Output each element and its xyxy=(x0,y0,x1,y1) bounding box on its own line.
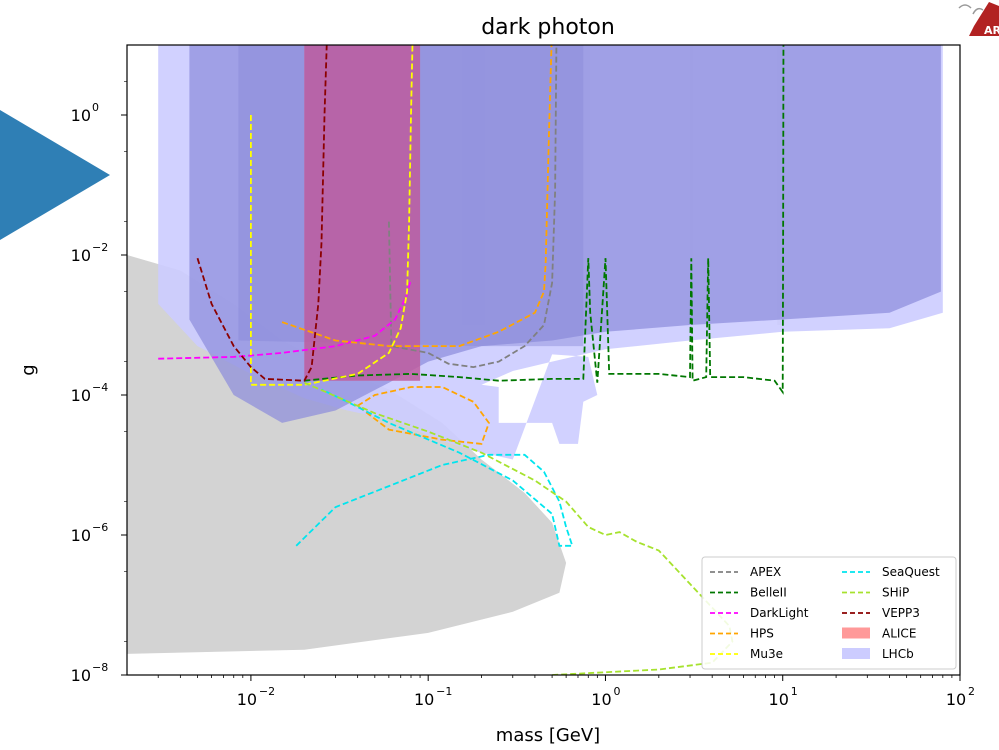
legend-swatch-alice xyxy=(842,627,870,639)
y-tick-label: 10 xyxy=(71,666,91,685)
legend-label-seaquest: SeaQuest xyxy=(882,565,940,579)
y-tick-label: 10 xyxy=(71,526,91,545)
legend-label-belleii: BelleII xyxy=(750,586,787,600)
legend-label-lhcb: LHCb xyxy=(882,647,914,661)
legend-label-apex: APEX xyxy=(750,565,781,579)
plot-frame xyxy=(126,44,961,676)
x-tick-exponent: 0 xyxy=(613,685,620,698)
x-tick-exponent: 2 xyxy=(968,685,975,698)
x-tick-label: 10 xyxy=(946,690,966,709)
logo-text: ARK xyxy=(984,24,999,37)
chart-title: dark photon xyxy=(481,15,615,40)
curve-mu3e xyxy=(250,45,414,386)
legend-label-hps: HPS xyxy=(750,627,774,641)
x-axis-ticks: 10 −2 10 −1 10 0 10 1 10 2 xyxy=(157,675,975,709)
legend-label-alice: ALICE xyxy=(882,627,916,641)
curve-vepp3 xyxy=(196,45,328,382)
legend-label-ship: SHiP xyxy=(882,586,909,600)
legend-box xyxy=(701,556,957,670)
legend-label-darklight: DarkLight xyxy=(750,606,809,620)
x-tick-label: 10 xyxy=(237,690,257,709)
left-triangle-decoration xyxy=(0,110,110,240)
alice-region-overlay xyxy=(304,45,421,381)
curve-apex xyxy=(388,45,558,369)
y-tick-exponent: −4 xyxy=(92,381,108,394)
curve-belleii xyxy=(304,45,785,395)
y-tick-label: 10 xyxy=(71,106,91,125)
x-tick-exponent: −2 xyxy=(259,685,275,698)
y-tick-exponent: −8 xyxy=(92,661,108,674)
y-tick-label: 10 xyxy=(71,386,91,405)
y-tick-exponent: 0 xyxy=(92,101,99,114)
x-tick-label: 10 xyxy=(414,690,434,709)
x-tick-label: 10 xyxy=(591,690,611,709)
x-tick-exponent: 1 xyxy=(791,685,798,698)
legend-label-mu3e: Mu3e xyxy=(750,647,783,661)
curve-hps xyxy=(281,45,553,347)
legend-swatch-lhcb xyxy=(842,648,870,659)
curve-seaquest xyxy=(295,388,574,547)
x-tick-label: 10 xyxy=(769,690,789,709)
x-tick-exponent: −1 xyxy=(436,685,452,698)
y-tick-exponent: −2 xyxy=(92,241,108,254)
legend-label-vepp3: VEPP3 xyxy=(882,606,920,620)
legend: APEX SeaQuest BelleII SHiP DarkLight VEPP3 HPS… xyxy=(701,556,957,670)
ark-logo: ARK xyxy=(929,0,999,44)
y-axis-label: g xyxy=(18,364,39,375)
x-axis-label: mass [GeV] xyxy=(496,725,600,746)
y-tick-exponent: −6 xyxy=(92,521,108,534)
y-tick-label: 10 xyxy=(71,246,91,265)
